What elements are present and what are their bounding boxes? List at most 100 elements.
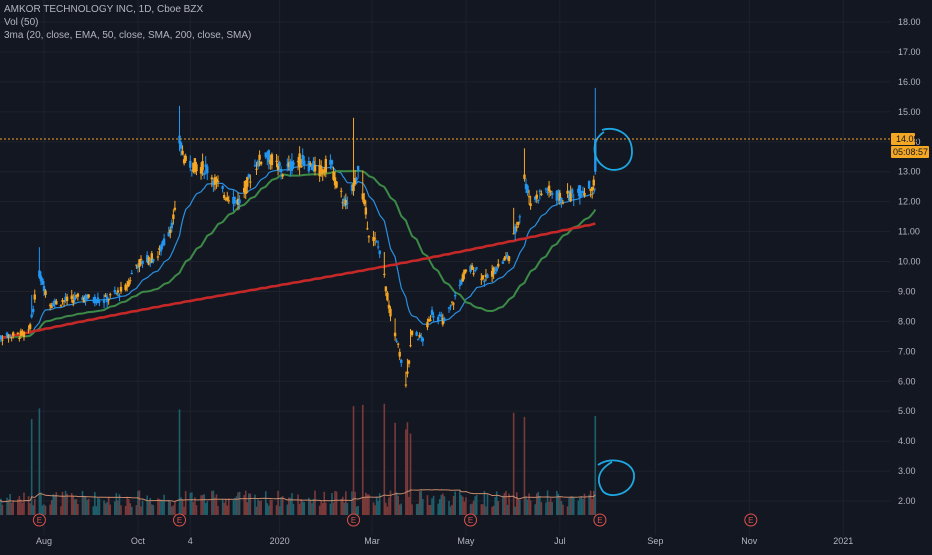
volume-bar [416,504,418,515]
time-tick-label: Mar [364,536,380,546]
volume-bar [593,491,595,515]
price-tick-label: 6.00 [898,376,916,386]
candle-body [420,336,422,337]
price-tick-label: 17.00 [898,47,921,57]
candle-body [415,332,417,336]
volume-bar [573,497,575,515]
volume-bar [20,500,22,515]
volume-bar [28,496,30,515]
volume-bar [491,507,493,515]
candle-body [449,305,451,306]
candle-body [160,246,162,252]
candle-body [362,193,364,199]
candle-body [482,275,484,279]
volume-bar [200,495,202,515]
price-tick-label: 3.00 [898,466,916,476]
volume-bar [430,505,432,515]
volume-bar [374,505,376,515]
volume-bar [453,496,455,515]
volume-bar [345,491,347,515]
volume-bar [588,495,590,515]
volume-bar [420,491,422,515]
moving-averages [0,165,595,340]
candle-body [115,293,117,294]
volume-bar [342,497,344,515]
candle-body [254,165,256,166]
candle-body [516,227,518,228]
volume-bar [527,500,529,515]
candle-body [399,352,401,357]
candle-body [41,279,43,285]
volume-bar [485,506,487,515]
earnings-marker-label: E [37,516,42,525]
volume-bar [142,501,144,515]
candle-body [201,161,203,170]
time-tick-label: Jul [554,536,566,546]
volume-bar [502,496,504,515]
candle-body [314,165,316,171]
candle-body [345,200,347,205]
candle-body [429,320,431,321]
candle-body [502,262,504,264]
candle-body [526,186,528,194]
volume-bar [516,492,518,515]
candle-body [560,198,562,203]
candle-body [34,295,36,300]
volume-bar [545,503,547,515]
volume-bar [94,492,96,515]
volume-bar [300,499,302,515]
volume-bar [182,499,184,515]
volume-bar [2,505,4,515]
price-tick-label: 2.00 [898,496,916,506]
volume-bar [12,500,14,515]
volume-bar [39,408,41,515]
volume-bar [146,496,148,515]
volume-bar [442,494,444,515]
candle-body [228,200,230,201]
volume-bar [357,506,359,515]
candle-body [365,207,367,214]
candle-body [405,385,407,386]
time-tick-label: May [457,536,475,546]
time-tick-label: 2021 [833,536,853,546]
volume-bar [387,507,389,515]
candle-body [363,199,365,204]
volume-bar [234,498,236,515]
candle-body [55,301,57,304]
candle-body [389,309,391,317]
volume-bar [268,506,270,515]
volume-bar [336,492,338,515]
volume-bar [173,505,175,515]
volume-bar [256,507,258,515]
volume-bar [76,499,78,515]
volume-bar [17,499,19,515]
volume-bar [397,496,399,515]
candle-body [12,332,14,335]
volume-bar [484,491,486,515]
volume-bar [32,505,34,515]
volume-bar [551,502,553,515]
volume-bar [293,504,295,515]
volume-bar [131,507,133,515]
volume-bar [183,507,185,515]
volume-bar [364,497,366,515]
candle-body [583,193,585,196]
earnings-marker-label: E [597,516,602,525]
price-tick-label: 9.00 [898,286,916,296]
volume-bar [213,491,215,515]
volume-bar [330,504,332,515]
volume-bar [570,496,572,515]
candle-body [582,191,584,193]
volume-bar [62,492,64,515]
candle-body [422,338,424,341]
price-tick-label: 4.00 [898,436,916,446]
volume-bar [462,497,464,515]
volume-bar [556,491,558,515]
volume-bar [216,494,218,515]
volume-bar [29,503,31,515]
volume-bar [373,502,375,515]
volume-bar [51,500,53,515]
candles [0,88,596,388]
